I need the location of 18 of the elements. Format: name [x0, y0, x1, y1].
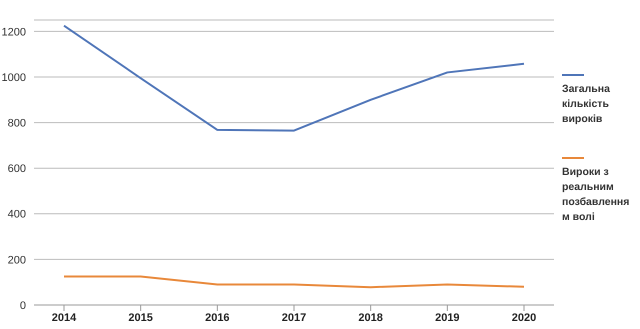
- x-tick-label: 2019: [435, 312, 460, 324]
- y-tick-label: 1000: [2, 72, 26, 84]
- y-tick-label: 600: [8, 163, 26, 176]
- x-tick-label: 2014: [52, 312, 78, 324]
- line-series: [63, 24, 525, 132]
- y-tick-label: 400: [8, 208, 26, 221]
- y-tick-label: 1200: [2, 26, 26, 38]
- y-tick-label: 200: [8, 254, 26, 266]
- y-tick-label: 0: [20, 300, 26, 312]
- y-tick-label: 800: [8, 118, 26, 130]
- line-series: [63, 276, 525, 288]
- x-tick-label: 2015: [128, 312, 153, 324]
- x-tick-label: 2017: [282, 312, 306, 324]
- legend-label: Загальна кількість вироків: [562, 82, 611, 127]
- x-tick-label: 2020: [512, 312, 536, 324]
- x-tick-label: 2016: [205, 312, 230, 324]
- x-tick-label: 2018: [358, 312, 383, 324]
- legend-label: Вироки з реальним позбавленням волі: [562, 165, 630, 225]
